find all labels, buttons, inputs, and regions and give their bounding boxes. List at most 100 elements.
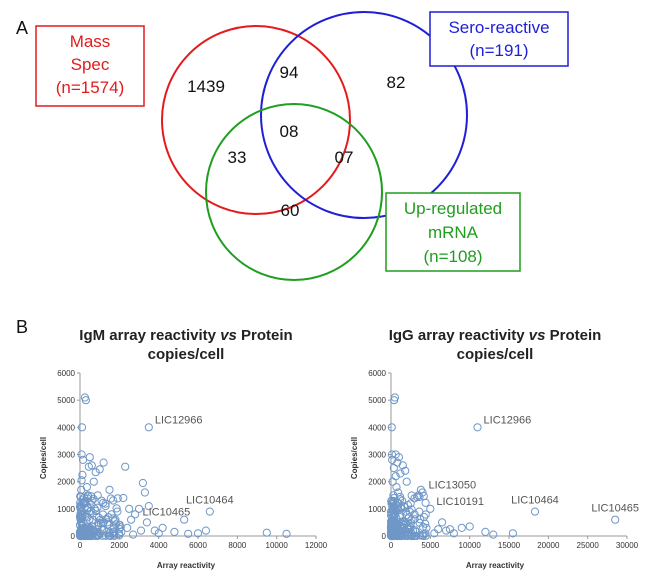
data-point (489, 530, 498, 539)
data-point (144, 502, 153, 511)
data-point (397, 496, 407, 505)
data-point (101, 502, 110, 511)
x-tick-label: 10000 (459, 541, 482, 550)
data-point (434, 525, 443, 534)
data-point (78, 455, 88, 464)
data-point (388, 455, 397, 464)
region-sero-mrna: 07 (335, 148, 354, 167)
data-point (394, 504, 403, 513)
data-point (90, 504, 99, 513)
data-point (387, 499, 396, 508)
data-point (387, 526, 396, 535)
data-point (80, 512, 90, 522)
data-point (140, 488, 149, 497)
chart-igg-xlabel: Array reactivity (466, 561, 525, 570)
x-tick-label: 15000 (498, 541, 521, 550)
y-tick-label: 5000 (368, 396, 386, 405)
data-point (402, 477, 411, 486)
data-point (123, 523, 132, 533)
chart-igm-xlabel: Array reactivity (157, 561, 216, 570)
data-point (390, 393, 399, 402)
data-point (442, 526, 451, 535)
data-point (85, 453, 94, 462)
data-point (77, 485, 86, 494)
data-point (91, 468, 100, 477)
data-point (80, 393, 90, 402)
chart-igg-ylabel: Copies/cell (350, 437, 359, 479)
data-point (111, 515, 120, 524)
y-tick-label: 0 (71, 532, 76, 541)
region-mass-sero: 94 (280, 63, 299, 82)
data-point (394, 488, 403, 497)
data-point (392, 483, 401, 492)
data-point (158, 523, 167, 533)
y-tick-label: 4000 (57, 423, 75, 432)
data-point (83, 526, 93, 535)
data-point (170, 527, 179, 537)
data-point (419, 512, 429, 522)
point-annotation: LIC10465 (143, 507, 191, 519)
data-point (76, 515, 85, 524)
data-point (530, 507, 540, 516)
data-point (127, 515, 136, 524)
data-point (396, 529, 405, 538)
x-tick-label: 8000 (228, 541, 246, 550)
data-point (180, 515, 189, 524)
data-point (103, 518, 112, 527)
venn-circle-mass-spec (161, 25, 351, 215)
set-label-mass-spec-line1: Mass (70, 32, 111, 51)
set-label-mass-spec-count: (n=1574) (56, 78, 125, 97)
y-tick-label: 0 (382, 532, 387, 541)
data-point (508, 529, 518, 538)
data-point (410, 515, 419, 524)
data-point (430, 529, 439, 538)
data-point (78, 470, 87, 479)
data-point (134, 504, 144, 513)
set-box-upregulated-mrna (385, 192, 521, 272)
data-point (84, 462, 93, 471)
data-point (112, 504, 121, 513)
data-point (445, 525, 455, 534)
data-point (131, 510, 140, 519)
data-point (406, 499, 415, 508)
x-tick-label: 0 (78, 541, 83, 550)
data-point (421, 498, 430, 507)
data-point (83, 531, 93, 540)
data-point (262, 528, 271, 537)
set-label-mass-spec-line2: Spec (71, 55, 110, 74)
data-point (84, 530, 93, 539)
point-annotation: LIC10465 (591, 503, 639, 515)
x-tick-label: 2000 (110, 541, 128, 550)
y-tick-label: 6000 (57, 369, 75, 378)
set-label-sero-reactive: Sero-reactive (448, 18, 549, 37)
data-point (111, 520, 121, 529)
data-point (144, 423, 153, 432)
panel-a-label: A (16, 18, 28, 38)
data-point (406, 531, 415, 540)
y-tick-label: 3000 (57, 451, 75, 460)
point-annotation: LIC12966 (155, 414, 203, 426)
panel-b-label: B (16, 317, 28, 337)
data-point (79, 523, 89, 533)
data-point (87, 496, 96, 505)
region-all-three: 08 (280, 122, 299, 141)
data-point (184, 529, 193, 538)
data-point (395, 512, 404, 522)
data-point (99, 525, 108, 534)
data-point (205, 507, 214, 516)
point-annotation: LIC10464 (511, 495, 559, 507)
data-point (83, 491, 93, 500)
x-tick-label: 6000 (189, 541, 207, 550)
x-tick-label: 12000 (305, 541, 328, 550)
chart-igg-plot: 0 1000 2000 3000 4000 5000 6000 0 5000 10000 15000… (368, 369, 639, 550)
set-label-upregulated-line2: mRNA (428, 223, 479, 242)
data-point (611, 515, 620, 524)
data-point (387, 518, 396, 527)
data-point (193, 529, 203, 538)
data-point (105, 529, 114, 538)
data-point (88, 515, 97, 524)
data-point (89, 477, 98, 486)
x-tick-label: 4000 (150, 541, 168, 550)
data-point (422, 523, 431, 533)
